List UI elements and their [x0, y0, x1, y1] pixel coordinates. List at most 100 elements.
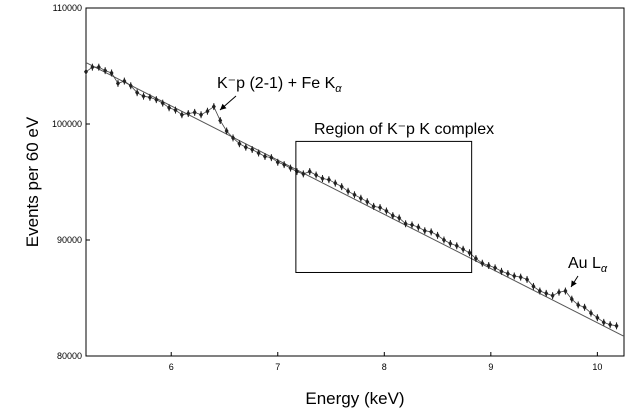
point-marker [282, 161, 287, 168]
data-point [96, 63, 101, 71]
point-marker [518, 274, 523, 281]
x-tick-label: 9 [488, 362, 493, 372]
data-point [128, 82, 133, 90]
arrow-head [571, 280, 577, 287]
data-point [231, 134, 236, 142]
data-point [486, 262, 491, 269]
point-marker [256, 150, 261, 156]
point-marker [384, 208, 389, 214]
point-marker [569, 296, 574, 303]
annotation-kp-fe-k-alpha: K⁻p (2-1) + Fe Kα [217, 75, 342, 95]
point-marker [173, 107, 178, 114]
point-marker [147, 94, 152, 101]
data-point [365, 198, 370, 206]
data-point [409, 221, 414, 229]
point-marker [167, 104, 172, 111]
point-marker [454, 242, 459, 249]
data-point [525, 275, 530, 283]
data-point [173, 106, 178, 114]
data-point [499, 267, 504, 275]
point-marker [365, 198, 370, 205]
point-marker [390, 212, 395, 219]
data-point [576, 301, 581, 309]
data-point [250, 146, 255, 153]
data-point [608, 321, 613, 329]
data-point [160, 99, 165, 107]
data-point [211, 103, 216, 111]
data-point [167, 104, 172, 112]
data-point [601, 318, 606, 326]
point-marker [301, 170, 306, 177]
point-marker [205, 108, 210, 115]
point-marker [96, 64, 101, 71]
data-point [505, 270, 510, 278]
data-point [339, 183, 344, 191]
point-marker [371, 203, 376, 210]
data-point [346, 187, 351, 195]
data-point [435, 231, 440, 239]
y-tick-label: 90000 [57, 235, 82, 245]
y-axis-title: Events per 60 eV [23, 116, 42, 247]
data-point [454, 242, 459, 250]
point-marker [525, 276, 530, 283]
data-point [588, 309, 593, 317]
x-tick-label: 10 [592, 362, 602, 372]
data-point [192, 108, 197, 116]
point-marker [422, 227, 427, 234]
data-point [326, 176, 331, 184]
arrow-head [220, 103, 227, 110]
point-marker [275, 159, 280, 166]
x-tick-label: 6 [169, 362, 174, 372]
point-marker [563, 288, 568, 295]
point-marker [505, 270, 510, 277]
point-marker [339, 183, 344, 190]
data-point [115, 79, 120, 87]
data-point [320, 175, 325, 182]
data-point [416, 223, 421, 231]
point-marker [480, 260, 485, 267]
point-marker [403, 220, 408, 227]
point-marker [333, 180, 338, 187]
point-marker [493, 264, 498, 271]
data-point [199, 111, 204, 119]
point-marker [601, 319, 606, 326]
data-point [179, 111, 184, 119]
data-point [384, 207, 389, 215]
point-marker [550, 292, 555, 299]
point-marker [128, 82, 133, 89]
data-point [205, 107, 210, 115]
data-point [397, 214, 402, 222]
data-point [371, 202, 376, 210]
data-point [550, 292, 555, 300]
point-marker [326, 176, 331, 183]
data-point [218, 117, 223, 124]
data-point [563, 287, 568, 295]
y-tick-label: 80000 [57, 351, 82, 361]
point-marker [544, 290, 549, 297]
point-marker [84, 68, 88, 75]
point-marker [115, 80, 120, 87]
data-point [467, 249, 472, 257]
point-marker [288, 165, 293, 172]
point-marker [122, 78, 127, 85]
point-marker [435, 232, 440, 239]
x-tick-label: 8 [382, 362, 387, 372]
data-point [582, 303, 587, 311]
point-marker [179, 111, 184, 118]
data-point [461, 245, 466, 253]
point-marker [243, 144, 248, 151]
point-marker [614, 322, 619, 329]
data-point [147, 93, 152, 101]
point-marker [595, 314, 600, 321]
point-marker [397, 214, 402, 221]
point-marker [467, 249, 472, 256]
data-point [473, 255, 478, 263]
data-point [122, 77, 127, 85]
point-marker [320, 175, 325, 182]
point-marker [531, 283, 536, 290]
x-axis-title: Energy (keV) [305, 389, 404, 408]
y-tick-label: 110000 [53, 3, 82, 13]
point-marker [103, 67, 108, 74]
data-point [333, 179, 338, 187]
